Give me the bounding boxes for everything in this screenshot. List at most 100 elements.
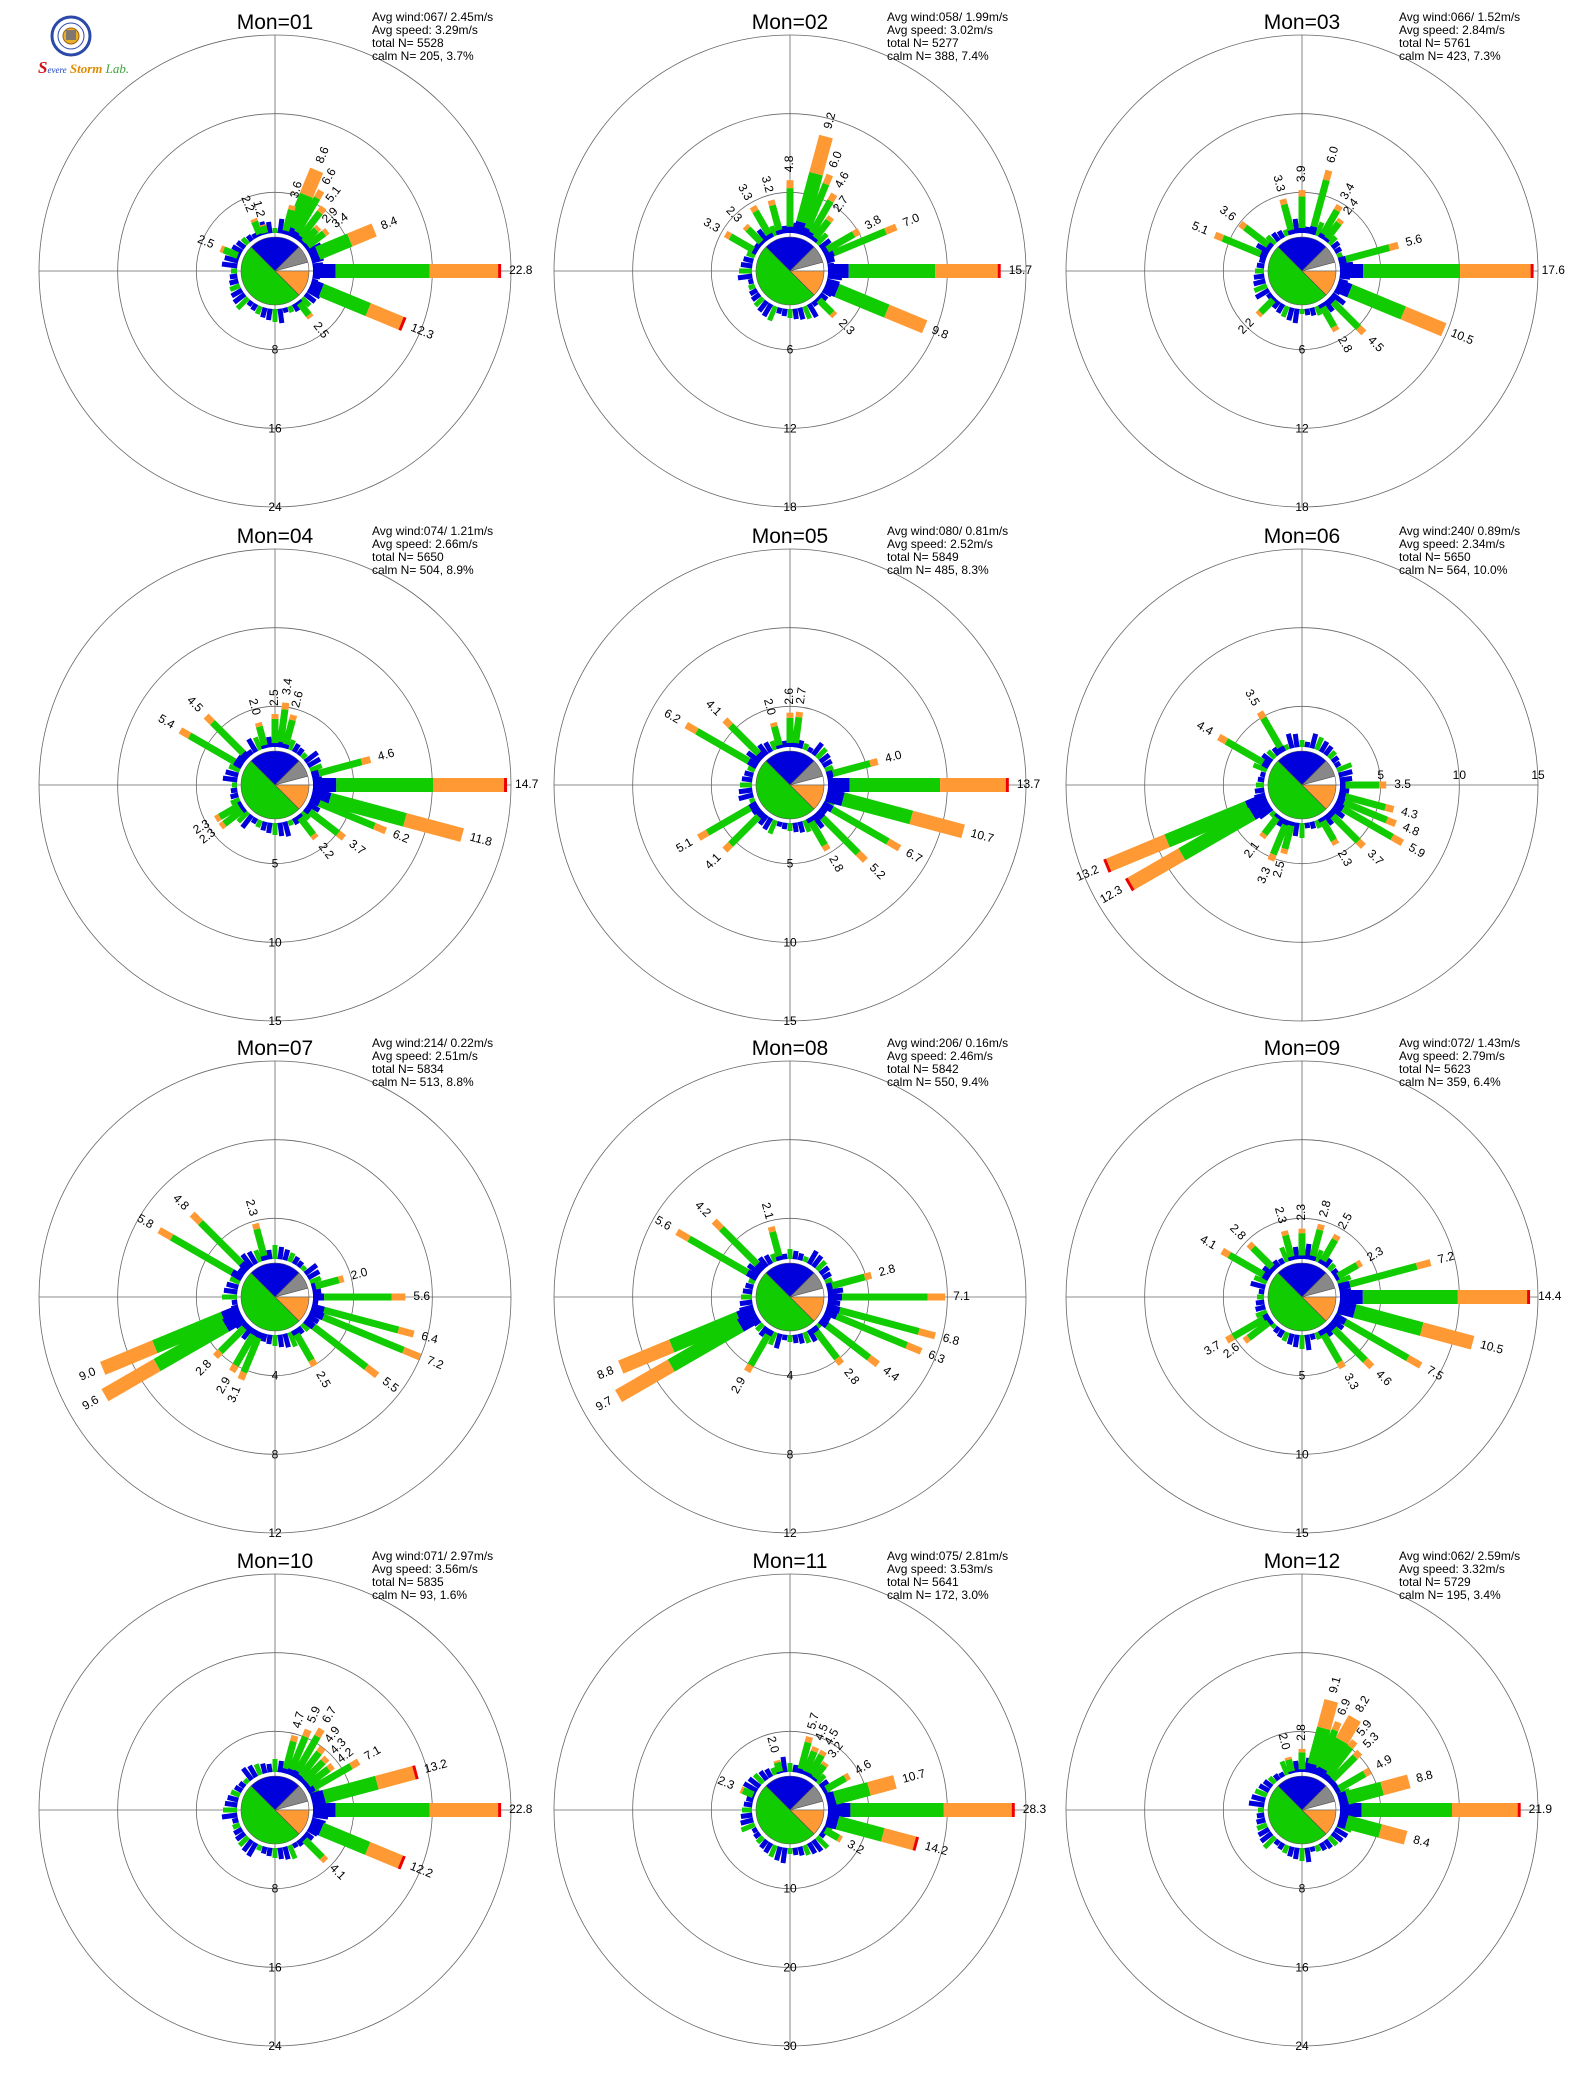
petal-bar bbox=[317, 800, 376, 830]
petal-bar bbox=[317, 205, 327, 215]
logo-wordmark: Severe Storm Lab. bbox=[38, 58, 130, 77]
spoke bbox=[1318, 1841, 1328, 1852]
petal-bar bbox=[829, 310, 838, 319]
petal-bar bbox=[222, 807, 245, 827]
petal-bar bbox=[821, 1786, 828, 1795]
petal-value-label: 9.7 bbox=[593, 1393, 615, 1414]
spoke bbox=[1282, 228, 1290, 237]
petal-value-label: 11.8 bbox=[468, 830, 494, 849]
petal-bar bbox=[365, 1841, 404, 1869]
petal-bar bbox=[809, 199, 834, 235]
calm-pie-slice bbox=[250, 236, 300, 272]
ring-label: 10 bbox=[1453, 768, 1467, 782]
spoke bbox=[237, 1835, 250, 1848]
spoke bbox=[1255, 242, 1271, 255]
spoke bbox=[742, 1781, 759, 1794]
stats-line: Avg wind:058/ 1.99m/s bbox=[887, 10, 1008, 24]
calm-pie-slice bbox=[250, 1262, 300, 1298]
spoke bbox=[266, 1763, 273, 1773]
petal-bar bbox=[307, 246, 321, 263]
petal-bar bbox=[295, 813, 304, 821]
petal-bar bbox=[375, 1765, 416, 1790]
petal-value-label: 4.5 bbox=[1365, 333, 1387, 355]
petal-bar bbox=[614, 1359, 675, 1403]
spoke bbox=[277, 822, 285, 837]
ring-label: 24 bbox=[1295, 2039, 1309, 2053]
petal-value-label: 2.8 bbox=[1335, 334, 1356, 356]
petal-value-label: 4.4 bbox=[1194, 718, 1216, 739]
petal-bar bbox=[775, 1255, 784, 1262]
spoke bbox=[811, 1838, 824, 1853]
petal-value-label: 2.3 bbox=[716, 1773, 737, 1792]
petal-value-label: 2.5 bbox=[311, 319, 332, 341]
petal-bar bbox=[222, 1309, 246, 1332]
spoke bbox=[1327, 749, 1338, 760]
petal-bar bbox=[1326, 1776, 1336, 1786]
petal-bar bbox=[1284, 1756, 1292, 1761]
petal-bar bbox=[212, 1349, 223, 1360]
petal-bar bbox=[281, 229, 290, 236]
stats-line: calm N= 172, 3.0% bbox=[887, 1588, 989, 1602]
petal-value-label: 4.5 bbox=[812, 1721, 831, 1742]
petal-bar bbox=[769, 1230, 783, 1258]
spoke bbox=[1314, 305, 1323, 316]
wind-rose-3: 6121817.610.55.66.03.42.43.95.13.63.34.5… bbox=[1065, 10, 1565, 514]
petal-value-label: 5.1 bbox=[673, 835, 695, 856]
spoke bbox=[282, 821, 292, 837]
petal-bar bbox=[1324, 220, 1342, 241]
petal-bar bbox=[218, 821, 227, 830]
petal-value-label: 1.2 bbox=[250, 199, 268, 219]
spoke bbox=[1253, 283, 1268, 294]
stats-line: total N= 5650 bbox=[372, 550, 444, 564]
chart-title: Mon=01 bbox=[237, 11, 313, 34]
petal-bar bbox=[675, 1228, 691, 1242]
stats-line: Avg speed: 3.32m/s bbox=[1399, 1562, 1505, 1576]
petal-bar bbox=[804, 182, 830, 230]
petal-value-label: 5.9 bbox=[304, 1704, 323, 1725]
ring-label: 16 bbox=[268, 421, 282, 435]
petal-bar bbox=[810, 1325, 820, 1334]
wind-rose-8: 4 8 12 8.8 9.7 2.9 5.6 4.2 2.1 2.8 7.1 6.86.3 4.4 2.8… bbox=[553, 1036, 1027, 1540]
petal-value-label: 4.6 bbox=[1373, 1367, 1395, 1389]
spoke bbox=[241, 1838, 254, 1853]
spoke bbox=[761, 302, 774, 318]
spoke bbox=[797, 307, 806, 320]
spoke bbox=[1330, 1267, 1339, 1276]
petal-bar bbox=[1335, 796, 1346, 806]
petal-bar bbox=[722, 717, 734, 729]
petal-bar bbox=[1103, 858, 1112, 873]
petal-bar bbox=[309, 788, 332, 807]
petal-bar bbox=[1333, 1785, 1341, 1795]
petal-bar bbox=[290, 1769, 301, 1779]
petal-bar bbox=[360, 756, 372, 766]
spoke bbox=[1257, 776, 1265, 783]
spoke bbox=[792, 308, 799, 320]
petal-bar bbox=[1352, 1749, 1363, 1760]
stats-line: Avg speed: 2.51m/s bbox=[372, 1049, 478, 1063]
spoke bbox=[769, 1253, 778, 1263]
spoke bbox=[811, 741, 824, 757]
petal-bar bbox=[773, 1761, 784, 1773]
ring-label: 15 bbox=[783, 1014, 797, 1028]
calm-pie-slice bbox=[755, 760, 815, 820]
spoke bbox=[1293, 1760, 1300, 1773]
petal-value-label: 4.1 bbox=[327, 1861, 349, 1883]
spoke bbox=[827, 1287, 844, 1295]
spoke bbox=[1281, 1844, 1290, 1854]
spoke bbox=[767, 305, 778, 322]
petal-bar bbox=[238, 1260, 251, 1273]
spoke bbox=[254, 305, 263, 315]
petal-value-label: 6.2 bbox=[662, 706, 684, 727]
chart-title: Mon=03 bbox=[1264, 11, 1340, 34]
petal-bar bbox=[1344, 1815, 1383, 1838]
petal-bar bbox=[254, 721, 263, 728]
spoke bbox=[758, 1325, 769, 1337]
petal-value-label: 2.3 bbox=[1335, 847, 1356, 869]
petal-bar bbox=[1355, 1259, 1363, 1269]
petal-bar bbox=[824, 1791, 837, 1807]
petal-bar bbox=[834, 1356, 845, 1366]
calm-pie-slice bbox=[1268, 1272, 1327, 1331]
petal-bar bbox=[321, 228, 330, 237]
petal-value-label: 3.3 bbox=[735, 181, 756, 203]
petal-bar bbox=[311, 1323, 369, 1370]
